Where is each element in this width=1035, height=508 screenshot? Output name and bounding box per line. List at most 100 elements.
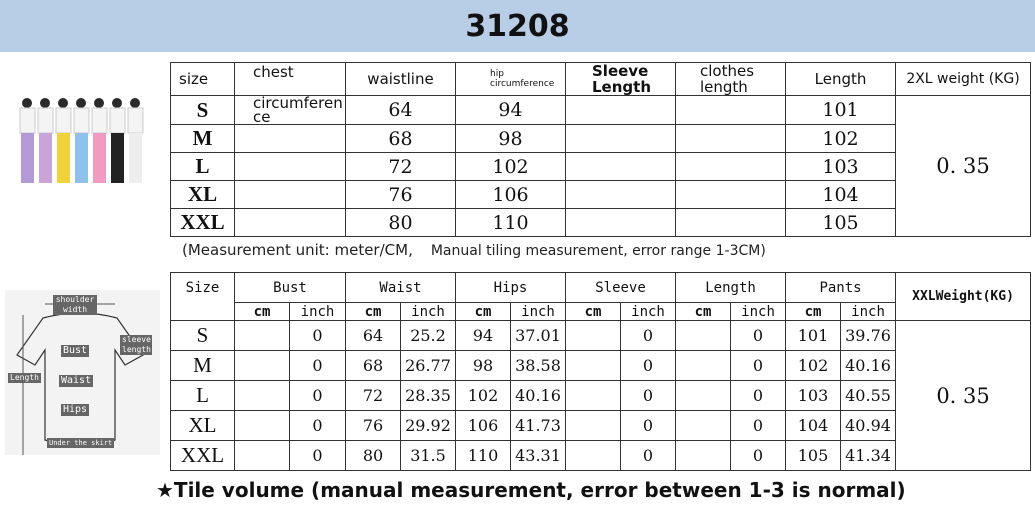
length-inch-cell: 0 [730, 320, 787, 351]
bust-cm-cell [234, 350, 290, 381]
length-cell: 103 [785, 152, 896, 181]
measurement-note: (Measurement unit: meter/CM, Manual tilin… [182, 241, 766, 259]
hips-inch-cell: 37.01 [510, 320, 566, 351]
bust-cm-cell [234, 380, 290, 411]
length-inch-cell: 0 [730, 380, 787, 411]
table-row: XXL 0 80 31.5 110 43.31 0 0 105 41.34 [170, 440, 1031, 471]
table-row: XL 0 76 29.92 106 41.73 0 0 104 40.94 [170, 410, 1031, 441]
hips-cm-cell: 94 [455, 320, 511, 351]
hips-cm-cell: 110 [455, 440, 511, 471]
table-header-row: Size Bust Waist Hips Sleeve Length Pants… [170, 272, 1032, 321]
sleeve-inch-cell: 0 [619, 440, 677, 471]
header-hip: hip circumference [455, 62, 566, 96]
sleeve-cell [565, 180, 676, 209]
length-inch-cell: 0 [730, 350, 787, 381]
length-cell: 105 [785, 208, 896, 237]
clothes-length-cell [675, 152, 786, 181]
label-sleeve-length: sleeve length [120, 335, 152, 355]
length-cm-cell [675, 350, 732, 381]
bust-cm-cell [234, 440, 290, 471]
waist-cell: 68 [345, 124, 456, 153]
header-chest: chest [234, 62, 346, 96]
sleeve-cm-cell [565, 440, 621, 471]
model-figure [127, 98, 144, 183]
hips-inch-cell: 43.31 [510, 440, 566, 471]
length-inch-cell: 0 [730, 410, 787, 441]
sleeve-inch-cell: 0 [619, 380, 677, 411]
header-length: Length [785, 62, 896, 96]
label-waist: Waist [59, 375, 94, 387]
length-cm-cell [675, 380, 732, 411]
sleeve-cm-cell [565, 380, 621, 411]
pants-cm-cell: 104 [785, 410, 842, 441]
header-hips: Hips [455, 272, 566, 303]
unit-cm: cm [565, 302, 621, 321]
unit-cm: cm [345, 302, 401, 321]
pants-inch-cell: 40.94 [840, 410, 897, 441]
label-bust: Bust [61, 345, 90, 357]
header-length: Length [675, 272, 787, 303]
unit-inch: inch [730, 302, 787, 321]
bust-inch-cell: 0 [289, 410, 346, 441]
header-weight: 2XL weight (KG) [895, 62, 1031, 96]
waist-cm-cell: 68 [345, 350, 401, 381]
length-cell: 102 [785, 124, 896, 153]
unit-inch: inch [840, 302, 897, 321]
hip-cell: 102 [455, 152, 566, 181]
waist-cell: 76 [345, 180, 456, 209]
clothes-length-cell [675, 208, 786, 237]
length-cm-cell [675, 440, 732, 471]
sleeve-inch-cell: 0 [619, 350, 677, 381]
waist-cm-cell: 80 [345, 440, 401, 471]
table-header-row: size chest waistline hip circumference S… [170, 62, 1031, 96]
size-cell: XL [170, 180, 235, 209]
header-sleeve: Sleeve [564, 272, 677, 303]
header-pants: Pants [785, 272, 897, 303]
label-shoulder-width: shoulder width [53, 295, 97, 315]
weight-cell: 0. 35 [895, 320, 1032, 471]
sleeve-cell [565, 152, 676, 181]
header-size: size [170, 62, 235, 96]
page-title: 31208 [0, 0, 1035, 52]
size-cell: L [170, 152, 235, 181]
pants-inch-cell: 41.34 [840, 440, 897, 471]
unit-cm: cm [785, 302, 842, 321]
sleeve-cm-cell [565, 410, 621, 441]
pants-inch-cell: 40.55 [840, 380, 897, 411]
hip-cell: 94 [455, 95, 566, 125]
chest-cell [234, 180, 346, 209]
unit-cm: cm [234, 302, 290, 321]
unit-header-row: cm inch cm inch cm inch cm inch cm inch cm inch [171, 302, 1031, 321]
size-cell: M [170, 124, 235, 153]
label-length: Length [8, 373, 41, 383]
length-inch-cell: 0 [730, 440, 787, 471]
hip-cell: 106 [455, 180, 566, 209]
hips-cm-cell: 106 [455, 410, 511, 441]
size-cell: L [170, 380, 235, 411]
pants-cm-cell: 102 [785, 350, 842, 381]
waist-inch-cell: 28.35 [400, 380, 456, 411]
pants-inch-cell: 40.16 [840, 350, 897, 381]
header-waistline: waistline [345, 62, 456, 96]
error-note: Manual tiling measurement, error range 1… [430, 243, 766, 259]
length-cm-cell [675, 410, 732, 441]
table-row: XXL 80 110 105 [170, 208, 1031, 237]
hips-inch-cell: 38.58 [510, 350, 566, 381]
table-row: XL 76 106 104 [170, 180, 1031, 209]
table-row: L 0 72 28.35 102 40.16 0 0 103 40.55 [170, 380, 1031, 411]
clothes-length-cell [675, 95, 786, 125]
label-hips: Hips [61, 404, 90, 416]
unit-inch: inch [289, 302, 346, 321]
sleeve-cm-cell [565, 320, 621, 351]
unit-inch: inch [619, 302, 677, 321]
hips-inch-cell: 40.16 [510, 380, 566, 411]
size-cell: M [170, 350, 235, 381]
size-cell: XL [170, 410, 235, 441]
table-row: S 0 64 25.2 94 37.01 0 0 101 39.76 0. 35 [170, 320, 1032, 471]
waist-cell: 80 [345, 208, 456, 237]
sleeve-cell [565, 95, 676, 125]
length-cell: 104 [785, 180, 896, 209]
unit-cm: cm [675, 302, 732, 321]
model-figure [73, 98, 90, 183]
sleeve-cell [565, 208, 676, 237]
